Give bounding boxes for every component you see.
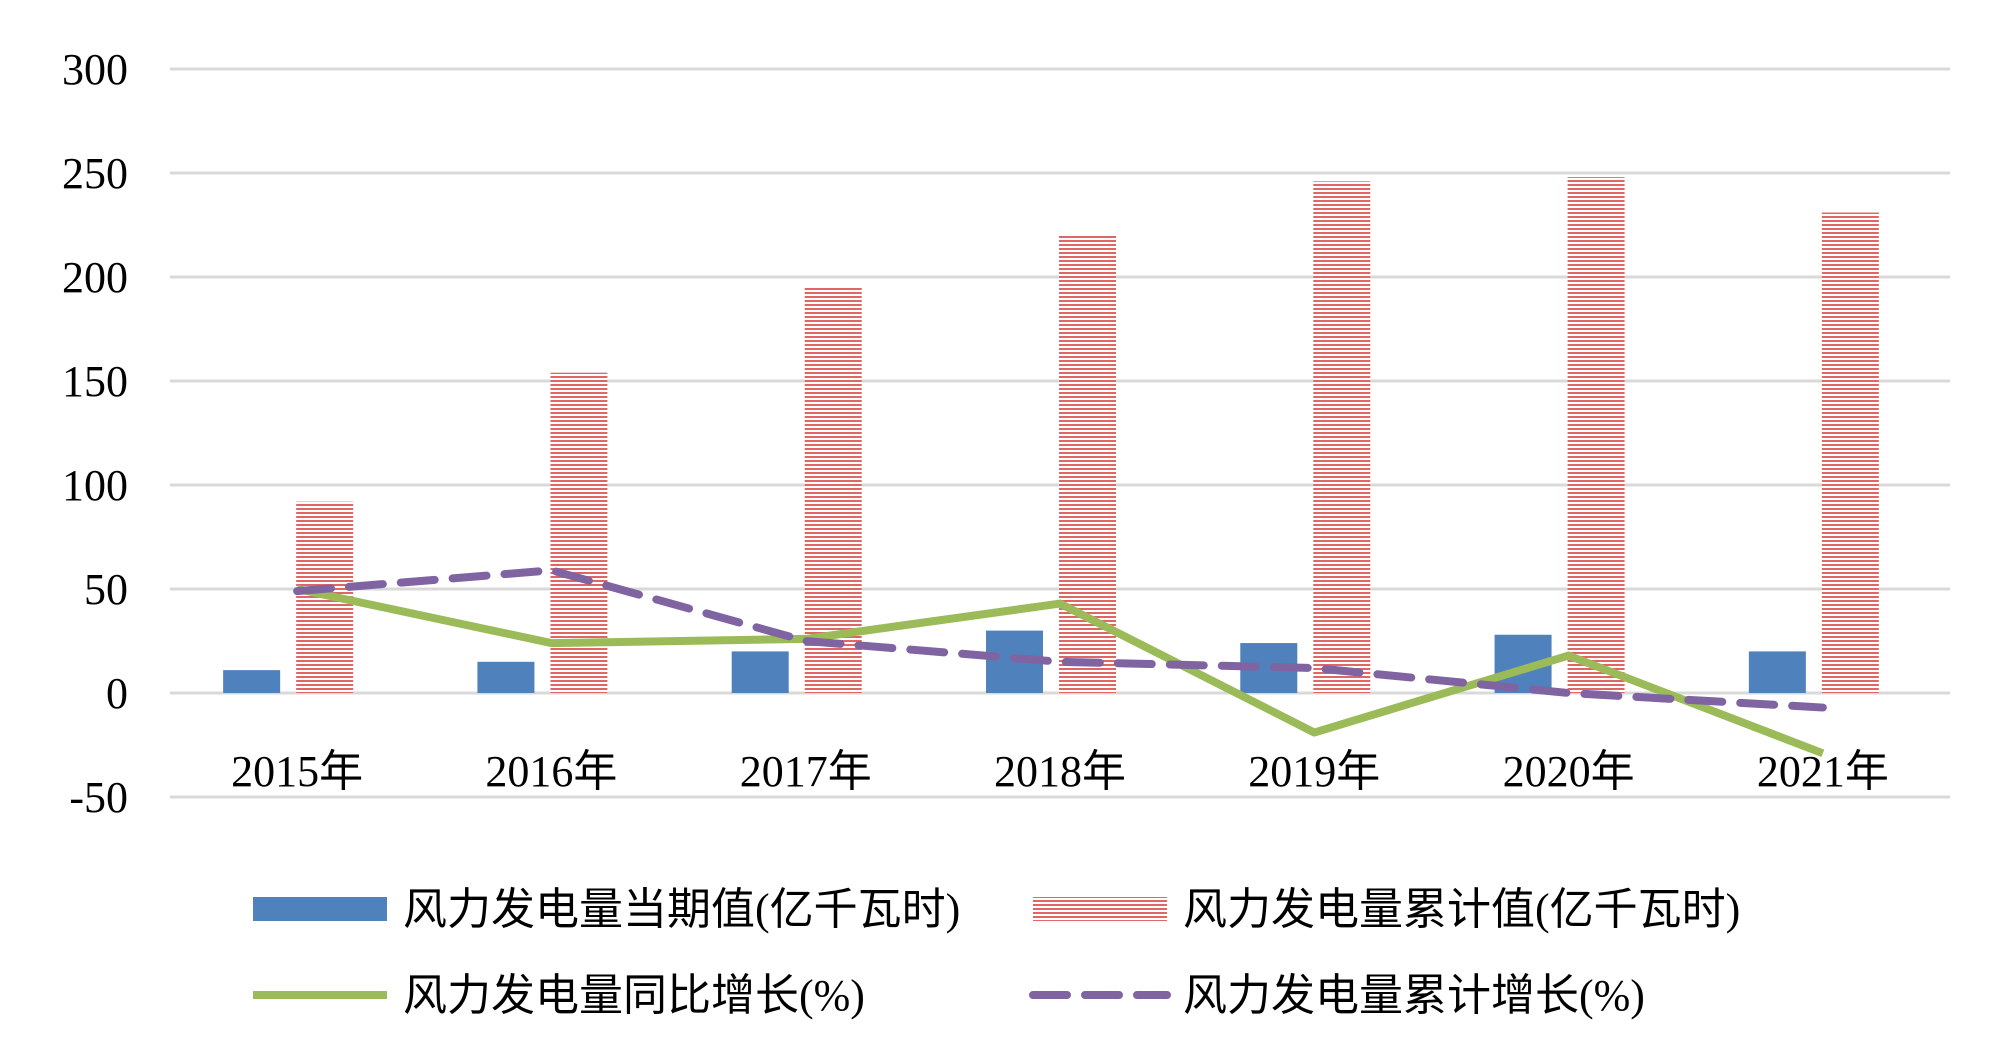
y-tick-label: 0 bbox=[106, 669, 128, 718]
x-tick-label: 2021年 bbox=[1757, 747, 1889, 796]
legend-label: 风力发电量当期值(亿千瓦时) bbox=[403, 885, 960, 934]
y-axis-ticks: 300 250 200 150 100 50 0 -50 bbox=[62, 45, 128, 822]
lines bbox=[293, 566, 1827, 758]
x-tick-label: 2018年 bbox=[994, 747, 1126, 796]
x-tick-label: 2017年 bbox=[740, 747, 872, 796]
y-tick-label: 200 bbox=[62, 253, 128, 302]
bar-current bbox=[223, 670, 281, 693]
y-tick-label: 250 bbox=[62, 149, 128, 198]
legend-label: 风力发电量累计值(亿千瓦时) bbox=[1183, 885, 1740, 934]
legend-label: 风力发电量累计增长(%) bbox=[1183, 971, 1645, 1020]
bar-cumulative bbox=[804, 287, 862, 693]
legend: 风力发电量当期值(亿千瓦时) 风力发电量累计值(亿千瓦时) 风力发电量同比增长(%)… bbox=[253, 885, 1740, 1020]
bar-cumulative bbox=[1821, 212, 1879, 693]
bars bbox=[223, 177, 1879, 693]
bar-current bbox=[731, 651, 789, 693]
bar-current bbox=[1748, 651, 1806, 693]
x-axis-ticks: 2015年 2016年 2017年 2018年 2019年 2020年 2021年 bbox=[231, 747, 1889, 796]
legend-swatch bbox=[253, 897, 387, 921]
y-tick-label: 50 bbox=[84, 565, 128, 614]
bar-current bbox=[477, 661, 535, 693]
y-tick-label: -50 bbox=[69, 773, 128, 822]
y-tick-label: 300 bbox=[62, 45, 128, 94]
bar-cumulative bbox=[1567, 177, 1625, 693]
y-tick-label: 100 bbox=[62, 461, 128, 510]
x-tick-label: 2020年 bbox=[1503, 747, 1635, 796]
bar-cumulative bbox=[1313, 181, 1371, 693]
line-cumulative-growth bbox=[293, 566, 1827, 712]
line-yoy-growth bbox=[296, 585, 1825, 758]
legend-label: 风力发电量同比增长(%) bbox=[403, 971, 865, 1020]
x-tick-label: 2016年 bbox=[485, 747, 617, 796]
x-tick-label: 2015年 bbox=[231, 747, 363, 796]
legend-swatch bbox=[1033, 897, 1167, 921]
x-tick-label: 2019年 bbox=[1248, 747, 1380, 796]
y-tick-label: 150 bbox=[62, 357, 128, 406]
